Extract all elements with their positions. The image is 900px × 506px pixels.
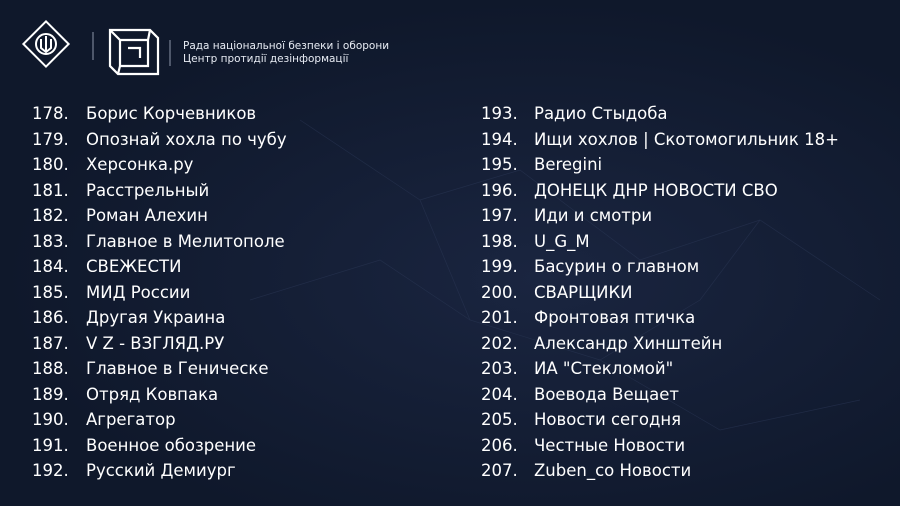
item-name: Русский Демиург	[86, 461, 236, 480]
item-name: Beregini	[534, 155, 603, 174]
item-name: Честные Новости	[534, 435, 686, 455]
item-name: V Z - ВЗГЛЯД.РУ	[86, 333, 225, 353]
item-number: 190.	[32, 410, 69, 429]
item-name: Борис Корчевников	[86, 104, 257, 123]
item-number: 195.	[481, 155, 518, 174]
item-name: Отряд Ковпака	[86, 384, 219, 404]
item-name: Главное в Геническе	[86, 359, 269, 378]
item-number: 203.	[481, 359, 518, 378]
item-name: Zuben_co Новости	[534, 461, 692, 480]
item-name: Новости сегодня	[534, 410, 682, 429]
item-name: U_G_M	[534, 231, 590, 251]
item-number: 181.	[32, 180, 69, 200]
item-number: 202.	[481, 333, 518, 353]
item-name: Воевода Вещает	[534, 384, 680, 404]
cube-logo	[108, 28, 160, 76]
item-name: Расстрельный	[86, 180, 210, 200]
item-number: 187.	[32, 333, 69, 353]
item-number: 204.	[481, 384, 518, 404]
item-number: 205.	[481, 410, 518, 429]
item-name: Агрегатор	[86, 410, 176, 429]
item-number: 186.	[32, 308, 69, 327]
item-name: ИА "Стекломой"	[534, 359, 674, 378]
item-name: Главное в Мелитополе	[86, 231, 285, 251]
item-number: 182.	[32, 206, 69, 225]
item-number: 185.	[32, 282, 69, 302]
item-name: Радио Стыдоба	[534, 104, 668, 123]
item-name: СВАРЩИКИ	[534, 282, 633, 302]
item-number: 198.	[481, 231, 518, 251]
item-name: Басурин о главном	[534, 257, 700, 276]
item-name: ДОНЕЦК ДНР НОВОСТИ СВО	[534, 180, 778, 200]
item-name: Ищи хохлов | Скотомогильник 18+	[534, 129, 839, 149]
item-number: 189.	[32, 384, 69, 404]
item-number: 206.	[481, 435, 518, 455]
item-name: Роман Алехин	[86, 206, 208, 225]
item-number: 183.	[32, 231, 69, 251]
item-name: МИД России	[86, 282, 191, 302]
item-number: 194.	[481, 129, 518, 149]
item-name: Александр Хинштейн	[534, 333, 723, 353]
item-number: 180.	[32, 155, 69, 174]
item-name: СВЕЖЕСТИ	[86, 257, 182, 276]
item-number: 184.	[32, 257, 69, 276]
header-line: Рада національної безпеки і оборони	[183, 40, 390, 52]
item-number: 192.	[32, 461, 69, 480]
item-number: 179.	[32, 129, 69, 149]
item-number: 207.	[481, 461, 518, 480]
item-name: Иди и смотри	[534, 206, 653, 225]
item-name: Военное обозрение	[86, 435, 257, 455]
item-number: 188.	[32, 359, 69, 378]
item-number: 197.	[481, 206, 518, 225]
item-number: 201.	[481, 308, 518, 327]
item-name: Опознай хохла по чубу	[86, 129, 287, 149]
item-number: 178.	[32, 104, 69, 123]
item-name: Херсонка.ру	[86, 155, 194, 174]
item-number: 200.	[481, 282, 518, 302]
item-number: 193.	[481, 104, 518, 123]
item-name: Фронтовая птичка	[534, 308, 696, 327]
item-number: 199.	[481, 257, 518, 276]
item-number: 191.	[32, 435, 69, 455]
item-number: 196.	[481, 180, 518, 200]
item-name: Другая Украина	[86, 308, 226, 327]
header-line: Центр протидії дезінформації	[183, 53, 349, 65]
emblem	[21, 19, 71, 69]
